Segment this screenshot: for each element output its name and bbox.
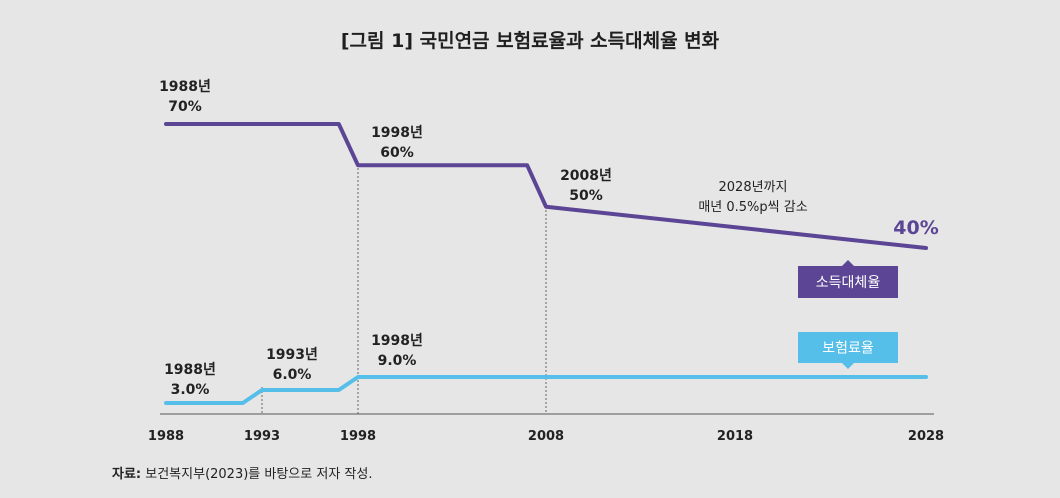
legend-label: 보험료율 bbox=[822, 341, 874, 357]
chart-title: [그림 1] 국민연금 보험료율과 소득대체율 변화 bbox=[340, 30, 720, 52]
data-label-line: 1988년 bbox=[164, 362, 216, 378]
data-label-line: 2028년까지 bbox=[719, 180, 788, 195]
data-label-0: 1988년 70% bbox=[159, 79, 211, 115]
data-label-line: 9.0% bbox=[378, 353, 417, 369]
x-tick-1993: 1993 bbox=[244, 429, 280, 444]
data-label-line: 40% bbox=[893, 217, 938, 239]
legend-item-1: 보험료율 bbox=[798, 332, 898, 369]
data-label-line: 1998년 bbox=[371, 333, 423, 349]
legend-label: 소득대체율 bbox=[816, 275, 881, 291]
legend-tag-box bbox=[798, 266, 898, 298]
x-tick-2008: 2008 bbox=[528, 429, 564, 444]
data-label-line: 3.0% bbox=[171, 382, 210, 398]
data-label-line: 1988년 bbox=[159, 79, 211, 95]
legend-tag-pointer bbox=[842, 363, 854, 369]
data-label-line: 70% bbox=[168, 99, 202, 115]
legend-item-0: 소득대체율 bbox=[798, 260, 898, 298]
data-label-line: 60% bbox=[380, 145, 414, 161]
x-tick-2028: 2028 bbox=[908, 429, 944, 444]
data-label-2: 2008년 50% bbox=[560, 168, 612, 204]
data-label-5: 1988년 3.0% bbox=[164, 362, 216, 398]
x-tick-1988: 1988 bbox=[148, 429, 184, 444]
data-label-1: 1998년 60% bbox=[371, 125, 423, 161]
data-label-line: 6.0% bbox=[273, 367, 312, 383]
legend-tag-box bbox=[798, 332, 898, 363]
data-label-line: 50% bbox=[569, 188, 603, 204]
source-note: 자료: 보건복지부(2023)를 바탕으로 저자 작성. bbox=[112, 463, 372, 482]
x-tick-labels: 1988 1993 1998 2008 2018 2028 bbox=[148, 429, 944, 444]
x-tick-2018: 2018 bbox=[717, 429, 753, 444]
data-label-line: 1993년 bbox=[266, 347, 318, 363]
income-replacement-line bbox=[164, 122, 928, 250]
legend-tag-pointer bbox=[842, 260, 854, 266]
contribution-rate-line bbox=[164, 375, 928, 405]
data-label-4: 40% bbox=[893, 217, 938, 239]
data-label-6: 1993년 6.0% bbox=[266, 347, 318, 383]
data-label-line: 1998년 bbox=[371, 125, 423, 141]
data-label-line: 2008년 bbox=[560, 168, 612, 184]
data-label-line: 매년 0.5%p씩 감소 bbox=[698, 200, 807, 215]
source-text: 보건복지부(2023)를 바탕으로 저자 작성. bbox=[145, 467, 373, 482]
x-tick-1998: 1998 bbox=[340, 429, 376, 444]
source-label: 자료: bbox=[112, 467, 142, 482]
data-label-7: 1998년 9.0% bbox=[371, 333, 423, 369]
